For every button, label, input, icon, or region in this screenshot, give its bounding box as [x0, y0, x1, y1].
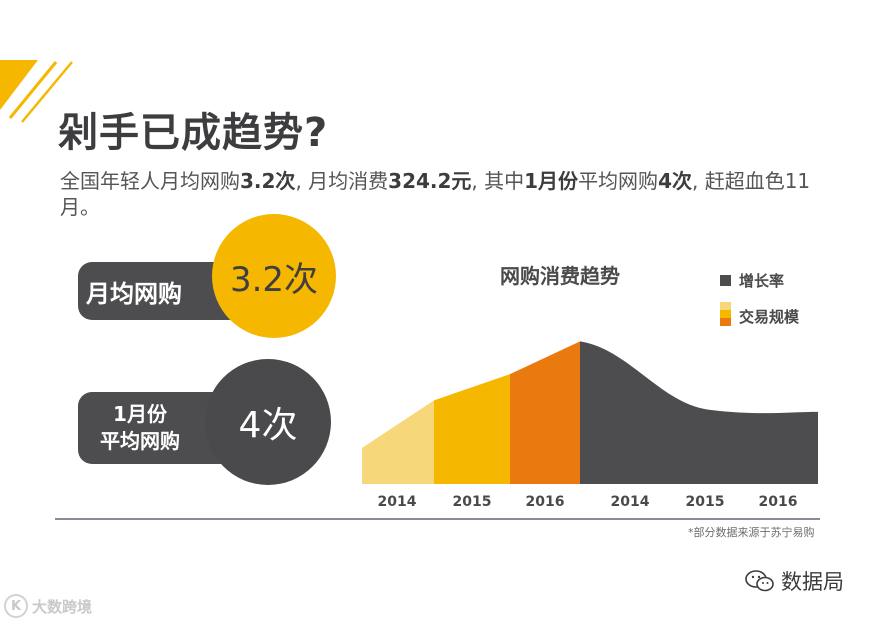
x-tick-label: 2016 [526, 494, 565, 510]
subtitle-text: , 其中 [471, 169, 525, 193]
corner-stripes-decoration [0, 60, 73, 123]
subtitle-highlight: 324.2元 [388, 169, 472, 193]
watermark-left: K 大数跨境 [4, 594, 92, 618]
january-purchase-label-stack: 1月份 平均网购 [100, 401, 180, 455]
subtitle-text: , 月均消费 [295, 169, 389, 193]
x-tick-label: 2016 [759, 494, 798, 510]
legend-swatch-growth-rate [720, 275, 731, 286]
subtitle-text: 全国年轻人月均网购 [60, 169, 240, 193]
source-note: *部分数据来源于苏宁易购 [688, 526, 815, 539]
monthly-purchase-value: 3.2次 [229, 259, 319, 300]
january-purchase-value: 4次 [238, 405, 298, 446]
wechat-icon [745, 570, 774, 592]
page-title: 剁手已成趋势? [58, 110, 329, 156]
subtitle-highlight: 3.2次 [240, 169, 296, 193]
area-segment-transaction-2015 [434, 374, 510, 484]
watermark-right-text: 数据局 [781, 570, 844, 594]
watermark-logo-icon: K [4, 594, 28, 618]
x-tick-label: 2014 [378, 494, 417, 510]
january-label-line2: 平均网购 [100, 429, 180, 453]
legend-label-growth-rate: 增长率 [739, 272, 784, 290]
chart-title: 网购消费趋势 [500, 264, 620, 288]
monthly-purchase-value-circle: 3.2次 [212, 214, 336, 338]
legend-swatch-transaction-scale [720, 318, 731, 326]
january-label-line1: 1月份 [113, 402, 167, 426]
legend-swatch-transaction-scale [720, 310, 731, 318]
x-tick-label: 2015 [686, 494, 725, 510]
area-segment-transaction-2016 [510, 341, 580, 484]
divider-line [55, 518, 820, 520]
subtitle-highlight: 1月份 [524, 169, 579, 193]
subtitle-text: 平均网购 [578, 169, 659, 193]
area-growth-rate [580, 341, 818, 484]
area-segment-transaction-2014 [362, 400, 434, 484]
legend-swatch-transaction-scale [720, 302, 731, 310]
watermark-right: 数据局 [745, 566, 844, 596]
january-purchase-value-circle: 4次 [205, 359, 331, 485]
x-tick-label: 2014 [611, 494, 650, 510]
page-subtitle: 全国年轻人月均网购3.2次, 月均消费324.2元, 其中1月份平均网购4次, … [60, 168, 840, 220]
watermark-left-text: 大数跨境 [32, 597, 93, 616]
legend-label-transaction-scale: 交易规模 [739, 308, 800, 326]
x-tick-label: 2015 [453, 494, 492, 510]
monthly-purchase-label-text: 月均网购 [86, 279, 182, 308]
subtitle-text: , 赶超血色11月。 [60, 169, 811, 219]
subtitle-highlight: 4次 [658, 169, 692, 193]
